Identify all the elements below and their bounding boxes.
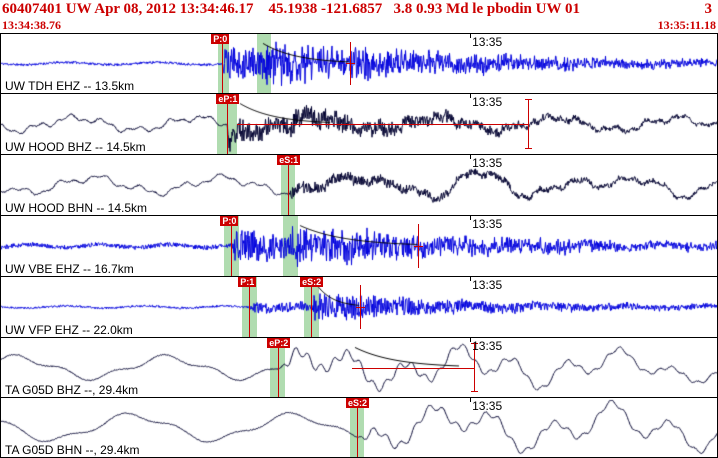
pick-flag[interactable]: eP:1 [216,94,240,104]
station-label: UW HOOD BHZ -- 14.5km [5,140,146,154]
minute-tick-label: 13:35 [472,399,503,413]
pick-line [249,277,251,337]
coda-end-line [470,343,478,393]
time-window-bar: 13:34:38.76 13:35:11.18 [0,18,718,33]
minute-tick-label: 13:35 [472,217,503,231]
waveform-panel: P:0 13:35 UW TDH EHZ -- 13.5km [0,33,718,94]
waveform-panel: eP:1 13:35 UW HOOD BHZ -- 14.5km [0,94,718,155]
window-end-time: 13:35:11.18 [657,18,716,32]
minute-tick-label: 13:35 [472,278,503,292]
pick-marks-layer: eP:2 [1,338,717,397]
pick-line [288,155,290,215]
minute-tick-label: 13:35 [472,35,503,49]
pick-flag[interactable]: eS:1 [277,155,301,165]
pick-flag[interactable]: eS:2 [300,277,324,287]
pick-line [227,94,229,154]
waveform-canvas[interactable] [1,277,717,337]
minute-tick [469,94,471,98]
minute-tick [469,216,471,220]
minute-tick-label: 13:35 [472,156,503,170]
coda-end-mark [413,223,423,269]
minute-tick [469,34,471,38]
pick-flag[interactable]: P:1 [238,277,257,287]
station-label: TA G05D BHZ --, 29.4km [5,383,139,397]
pick-line [356,398,358,457]
station-label: TA G05D BHN --, 29.4km [5,443,140,457]
pick-marks-layer: P:0 [1,34,717,93]
event-summary-text: 60407401 UW Apr 08, 2012 13:34:46.17 45.… [2,1,580,17]
header-trailing-count: 3 [704,1,713,17]
waveform-canvas[interactable] [1,216,717,276]
pick-line [231,216,233,276]
waveform-panel: eS:2 13:35 TA G05D BHN --, 29.4km [0,398,718,458]
minute-tick [469,398,471,402]
coda-duration-line [237,124,528,125]
minute-tick [469,338,471,342]
pick-line [278,338,280,397]
waveform-panel: eP:2 13:35 TA G05D BHZ --, 29.4km [0,338,718,398]
station-label: UW VFP EHZ -- 22.0km [5,323,133,337]
pick-flag[interactable]: eS:2 [345,398,369,408]
pick-marks-layer: eS:2 [1,398,717,457]
waveform-panel: P:1 eS:2 13:35 UW VFP EHZ -- 22.0km [0,277,718,338]
minute-tick [469,155,471,159]
window-start-time: 13:34:38.76 [2,18,61,32]
coda-duration-line [352,367,474,369]
coda-end-mark [346,41,356,86]
pick-marks-layer: eP:1 [1,94,717,154]
coda-end-line [524,99,532,149]
pick-line [222,34,224,93]
pick-flag[interactable]: P:0 [220,216,239,226]
waveform-panel: P:0 13:35 UW VBE EHZ -- 16.7km [0,216,718,277]
station-label: UW HOOD BHN -- 14.5km [5,201,148,215]
pick-marks-layer: P:1 eS:2 [1,277,717,337]
pick-flag[interactable]: eP:2 [267,338,291,348]
event-summary-header: 60407401 UW Apr 08, 2012 13:34:46.17 45.… [0,0,718,18]
coda-end-mark [356,284,365,330]
minute-tick [469,277,471,281]
station-label: UW TDH EHZ -- 13.5km [5,79,135,93]
minute-tick-label: 13:35 [472,339,503,353]
minute-tick-label: 13:35 [472,95,503,109]
pick-line [311,277,313,337]
station-label: UW VBE EHZ -- 16.7km [5,262,134,276]
waveform-panel: eS:1 13:35 UW HOOD BHN -- 14.5km [0,155,718,216]
pick-flag[interactable]: P:0 [211,34,230,44]
waveform-canvas[interactable] [1,155,717,215]
pick-marks-layer: eS:1 [1,155,717,215]
waveform-canvas[interactable] [1,34,717,93]
pick-marks-layer: P:0 [1,216,717,276]
